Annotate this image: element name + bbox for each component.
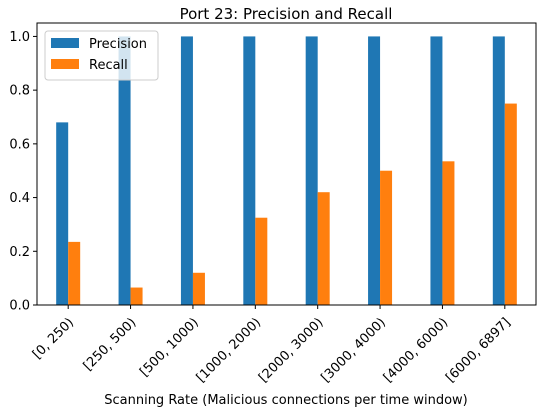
bar-precision-6: [430, 36, 443, 306]
legend-swatch-precision: [51, 38, 79, 48]
x-tick-label: [3000, 4000): [318, 315, 388, 385]
x-axis: [0, 250) [250, 500)[500, 1000)[1000, 2000…: [30, 305, 514, 386]
y-tick-label: 1.0: [9, 30, 30, 45]
x-tick-label: [250, 500): [81, 315, 140, 374]
bar-recall-2: [192, 272, 205, 305]
x-tick-label: [4000, 6000): [381, 315, 451, 385]
bar-precision-0: [56, 122, 69, 305]
bar-recall-4: [317, 192, 330, 305]
x-axis-label: Scanning Rate (Malicious connections per…: [104, 393, 468, 408]
x-tick-label: [2000, 3000): [256, 315, 326, 385]
x-tick-label: [1000, 2000): [194, 315, 264, 385]
bar-recall-1: [130, 287, 143, 305]
bar-recall-5: [380, 170, 393, 305]
bar-recall-6: [442, 161, 455, 305]
y-tick-label: 0.2: [9, 245, 30, 260]
bar-precision-3: [243, 36, 256, 306]
bar-precision-4: [305, 36, 318, 306]
bar-precision-1: [118, 36, 131, 306]
y-tick-label: 0.0: [9, 299, 30, 314]
x-tick-label: [6000, 6897]: [443, 315, 513, 385]
y-tick-label: 0.6: [9, 137, 30, 152]
legend: Precision Recall: [44, 30, 159, 81]
bar-recall-0: [68, 241, 81, 305]
chart-title: Port 23: Precision and Recall: [180, 5, 393, 23]
x-tick-label: [500, 1000): [137, 315, 202, 380]
bar-precision-7: [492, 36, 505, 306]
legend-label-precision: Precision: [89, 37, 147, 52]
bar-precision-5: [368, 36, 381, 306]
bar-recall-3: [255, 217, 268, 305]
bars-group: [56, 36, 517, 306]
y-tick-label: 0.4: [9, 191, 30, 206]
y-axis: 0.0 0.2 0.4 0.6 0.8 1.0: [9, 30, 37, 314]
x-tick-label: [0, 250): [30, 315, 77, 362]
y-tick-label: 0.8: [9, 84, 30, 99]
bar-recall-7: [504, 103, 517, 305]
bar-precision-2: [180, 36, 193, 306]
legend-swatch-recall: [51, 59, 79, 69]
plot-frame: [36, 22, 537, 306]
legend-label-recall: Recall: [89, 58, 128, 73]
